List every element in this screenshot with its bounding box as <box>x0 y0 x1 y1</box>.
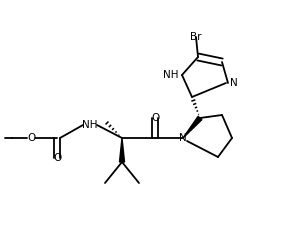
Text: O: O <box>151 113 159 123</box>
Text: N: N <box>179 133 187 143</box>
Text: O: O <box>27 133 35 143</box>
Text: O: O <box>53 153 61 163</box>
Text: NH: NH <box>82 120 98 130</box>
Text: N: N <box>230 78 238 88</box>
Text: NH: NH <box>163 70 178 80</box>
Polygon shape <box>119 138 125 162</box>
Text: Br: Br <box>190 32 202 42</box>
Polygon shape <box>183 116 202 138</box>
